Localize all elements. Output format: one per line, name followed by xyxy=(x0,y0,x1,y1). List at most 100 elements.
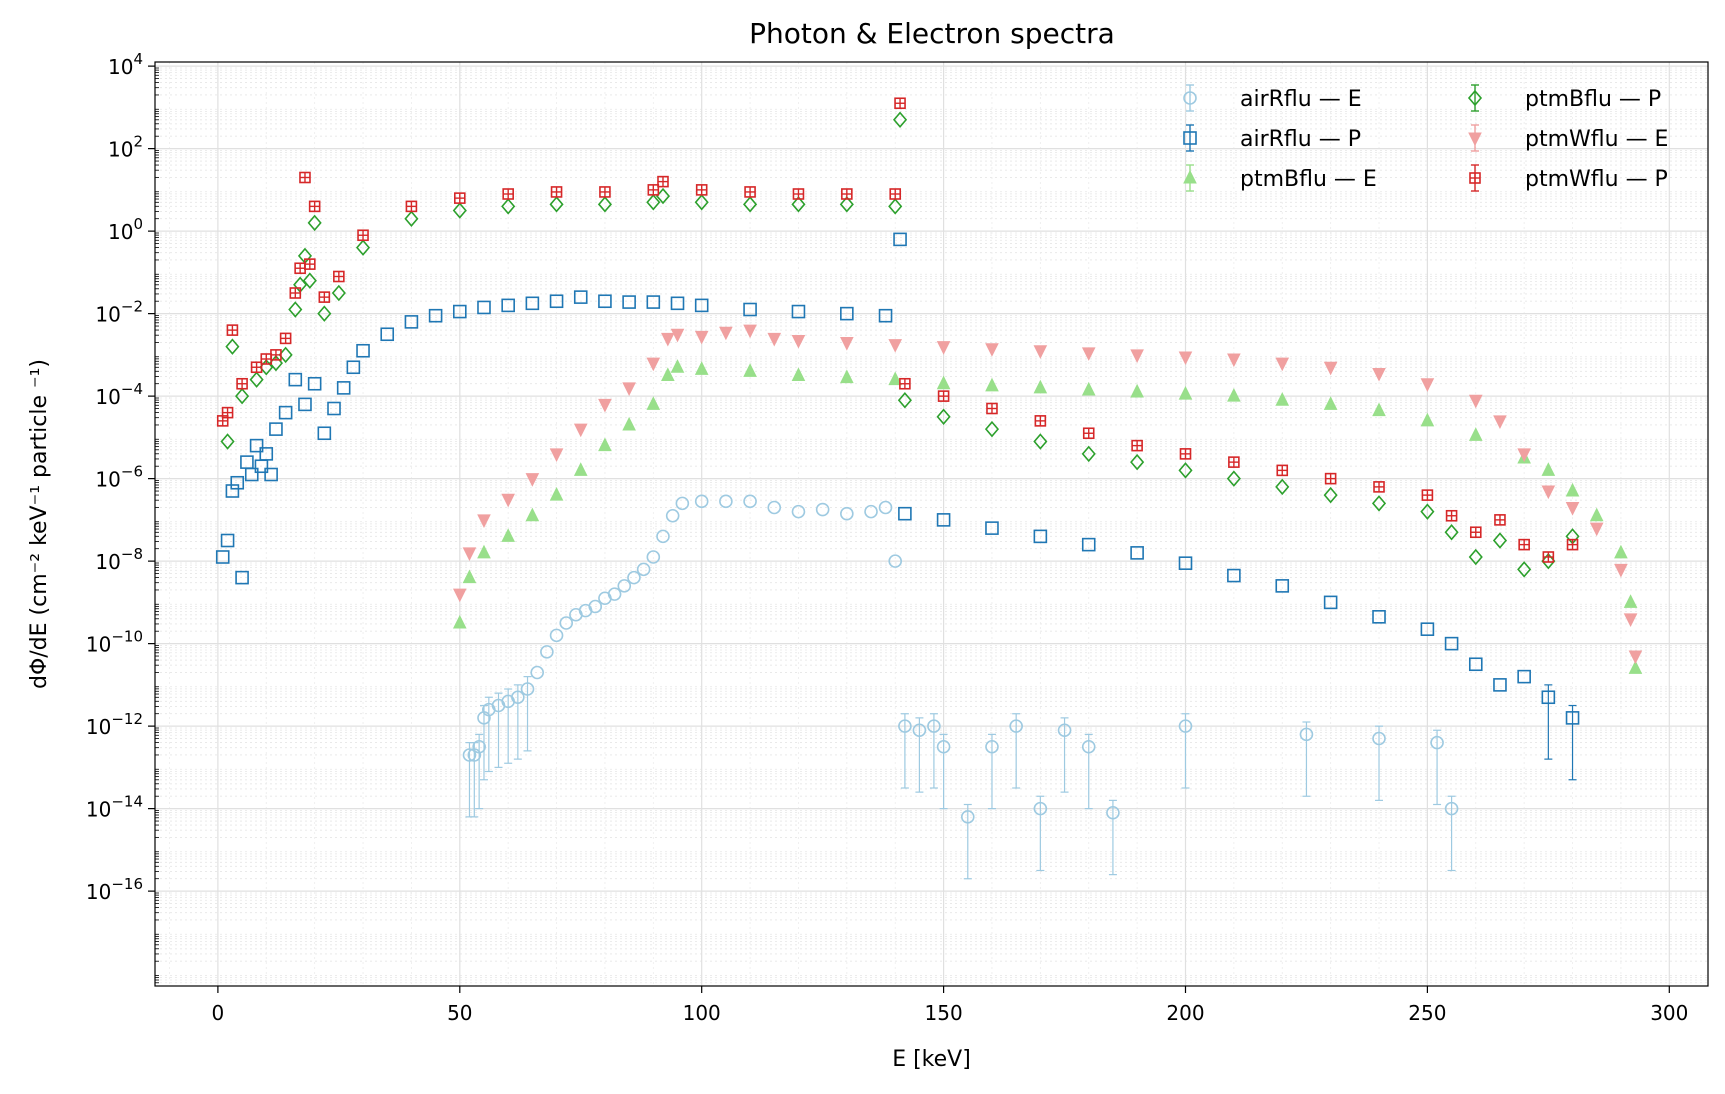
data-point xyxy=(927,713,941,789)
data-point xyxy=(839,196,854,213)
data-point xyxy=(598,398,612,413)
data-point xyxy=(815,502,830,517)
minor-gridlines xyxy=(155,62,1708,986)
data-point xyxy=(573,290,588,304)
data-point xyxy=(986,402,998,415)
data-point xyxy=(622,382,636,396)
data-point xyxy=(656,529,670,544)
data-point xyxy=(221,406,234,419)
data-point xyxy=(279,332,292,345)
data-point xyxy=(1227,353,1241,368)
data-point xyxy=(1444,524,1459,541)
data-point xyxy=(889,188,902,200)
data-point xyxy=(791,196,806,213)
data-point xyxy=(1589,522,1604,537)
data-point xyxy=(1541,462,1556,476)
data-point xyxy=(960,803,975,880)
data-point xyxy=(404,315,419,329)
y-axis-label-text: dΦ/dE (cm⁻² keV⁻¹ particle ⁻¹) xyxy=(27,359,52,689)
data-point xyxy=(936,341,951,355)
data-point xyxy=(985,521,999,535)
data-point xyxy=(1227,388,1241,402)
data-point xyxy=(502,188,514,200)
data-point xyxy=(1614,544,1628,559)
data-point xyxy=(598,294,612,309)
data-point xyxy=(744,186,756,198)
data-point xyxy=(1324,472,1337,485)
data-point xyxy=(1589,507,1604,522)
data-point xyxy=(559,616,574,630)
data-point xyxy=(1227,568,1241,583)
data-point xyxy=(501,528,515,542)
data-point xyxy=(520,676,535,752)
data-point xyxy=(405,200,418,213)
data-point xyxy=(404,210,419,227)
data-point xyxy=(308,200,321,213)
data-point xyxy=(331,284,346,302)
legend-label: airRflu — E xyxy=(1240,87,1362,112)
data-point xyxy=(259,447,274,461)
data-point xyxy=(636,562,651,577)
data-point xyxy=(1628,650,1643,665)
data-point xyxy=(1057,717,1072,793)
data-point xyxy=(1372,725,1386,801)
data-point xyxy=(1276,464,1289,477)
data-point xyxy=(1518,538,1530,551)
data-point xyxy=(549,448,564,462)
data-point xyxy=(1275,357,1290,372)
data-point xyxy=(1081,347,1096,361)
data-point xyxy=(428,308,443,323)
data-point xyxy=(1009,713,1023,789)
y-axis-ticks: 10−16 10−14 10−12 10−10 10−8 10−6 10−4 10−2 100 1… xyxy=(86,50,155,904)
legend-item: ptmBflu — E xyxy=(1183,164,1377,192)
legend-item: airRflu — P xyxy=(1183,124,1361,152)
data-point xyxy=(617,579,632,593)
series-5 xyxy=(216,97,1579,563)
data-point xyxy=(1420,503,1435,520)
x-tick-label: 300 xyxy=(1650,1001,1688,1025)
data-point xyxy=(878,308,893,323)
data-point xyxy=(719,326,733,341)
data-point xyxy=(767,500,782,515)
data-point xyxy=(549,294,564,309)
x-axis-label: E [keV] xyxy=(892,1047,971,1072)
data-point xyxy=(599,186,611,198)
data-point xyxy=(317,305,332,322)
legend-item: ptmWflu — P xyxy=(1469,164,1668,192)
data-point xyxy=(670,359,685,373)
data-point xyxy=(622,295,636,309)
series-4 xyxy=(452,324,1643,665)
data-point xyxy=(236,377,248,390)
data-point xyxy=(501,198,516,215)
y-tick-label: 10−4 xyxy=(95,380,143,409)
data-point xyxy=(985,343,999,357)
data-point xyxy=(767,332,782,347)
data-point xyxy=(1033,433,1048,450)
data-point xyxy=(670,296,685,311)
data-point xyxy=(453,192,466,204)
data-point xyxy=(225,338,240,355)
data-point xyxy=(936,408,951,425)
data-point xyxy=(840,369,854,384)
data-point xyxy=(264,467,278,482)
data-point xyxy=(588,599,603,614)
data-point xyxy=(1628,660,1643,674)
data-point xyxy=(452,202,467,219)
data-point xyxy=(598,437,612,452)
data-point xyxy=(597,196,612,213)
data-point xyxy=(1299,721,1314,797)
data-point xyxy=(288,372,303,387)
data-point xyxy=(898,506,912,521)
data-point xyxy=(985,377,999,392)
data-point xyxy=(235,570,249,585)
data-point xyxy=(477,300,491,315)
data-point xyxy=(477,514,491,528)
data-point xyxy=(791,334,806,349)
data-point xyxy=(1541,684,1556,760)
data-point xyxy=(357,229,369,242)
data-point xyxy=(249,371,264,388)
data-point xyxy=(346,360,361,375)
data-point xyxy=(791,304,806,319)
data-point xyxy=(791,367,806,381)
data-point xyxy=(1179,448,1192,460)
